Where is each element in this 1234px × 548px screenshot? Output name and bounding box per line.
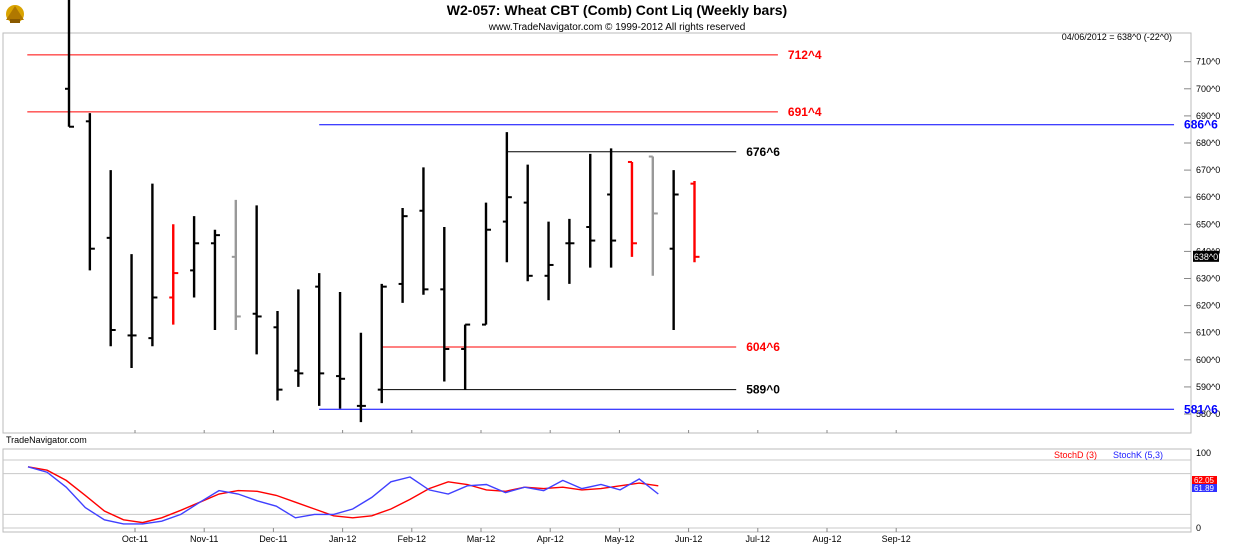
legend-stochd: StochD (3) (1054, 450, 1097, 460)
stochd-readout: 62.05 (1194, 476, 1215, 485)
stoch-lines (27, 466, 659, 525)
chart-title: W2-057: Wheat CBT (Comb) Cont Liq (Weekl… (447, 2, 787, 18)
ohlc-bar (440, 227, 450, 382)
y-tick-label: 580^0 (1196, 409, 1220, 419)
ohlc-bar (190, 216, 200, 298)
x-tick-label: May-12 (604, 534, 634, 544)
ohlc-bar (419, 167, 429, 295)
ohlc-bar (377, 283, 387, 404)
x-tick-label: Oct-11 (122, 534, 148, 544)
y-tick-label: 620^0 (1196, 301, 1220, 311)
chart-copyright: www.TradeNavigator.com © 1999-2012 All r… (488, 22, 746, 33)
level-label: 604^6 (746, 340, 780, 354)
x-tick-label: Apr-12 (537, 534, 564, 544)
x-tick-label: Nov-11 (190, 534, 218, 544)
price-y-axis: 580^0590^0600^0610^0620^0630^0640^0650^0… (1196, 57, 1220, 419)
stoch-tick-0: 0 (1196, 523, 1201, 533)
y-tick-label: 610^0 (1196, 328, 1220, 338)
stoch-y-axis: 100 0 (1196, 448, 1211, 533)
ohlc-bar (586, 153, 596, 268)
y-tick-label: 630^0 (1196, 274, 1220, 284)
stoch-series-line (27, 466, 659, 524)
ohlc-bar (523, 164, 533, 282)
ohlc-bar (356, 332, 366, 423)
ohlc-bar (210, 229, 220, 331)
ohlc-bar (148, 183, 158, 347)
watermark: TradeNavigator.com (6, 435, 87, 445)
y-tick-label: 680^0 (1196, 138, 1220, 148)
price-grid (1184, 61, 1191, 415)
x-tick-label: Aug-12 (812, 534, 841, 544)
ohlc-bar (482, 202, 491, 326)
ohlc-bar (398, 208, 408, 303)
x-tick-label: Sep-12 (882, 534, 911, 544)
ohlc-bar (461, 323, 471, 390)
ohlc-bar (65, 0, 74, 128)
ohlc-bar (273, 311, 283, 401)
ohlc-bar (627, 160, 637, 257)
ohlc-bar (106, 170, 116, 347)
ohlc-bar (231, 199, 241, 331)
y-tick-label: 700^0 (1196, 84, 1220, 94)
y-tick-label: 650^0 (1196, 219, 1220, 229)
level-label: 712^4 (788, 48, 822, 62)
x-tick-label: Feb-12 (398, 534, 427, 544)
stoch-legend: StochD (3) StochK (5,3) (1054, 450, 1163, 460)
stoch-panel (2, 448, 1192, 533)
x-tick-label: Dec-11 (259, 534, 287, 544)
ohlc-bar (669, 170, 679, 331)
bars-layer (65, 0, 700, 423)
stoch-series-line (27, 466, 659, 525)
ohlc-bar (690, 180, 700, 263)
legend-stochk: StochK (5,3) (1113, 450, 1163, 460)
ohlc-bar (565, 218, 575, 284)
ohlc-bar (544, 221, 554, 301)
levels-layer: 712^4 691^4 686^6 676^6 604^6 589^0 581^6 (27, 48, 1218, 416)
x-tick-label: Jul-12 (746, 534, 771, 544)
y-tick-label: 590^0 (1196, 382, 1220, 392)
stochk-readout: 61.89 (1194, 484, 1215, 493)
y-tick-label: 600^0 (1196, 355, 1220, 365)
y-tick-label: 710^0 (1196, 57, 1220, 67)
ohlc-bar (315, 273, 325, 406)
ohlc-bar (294, 289, 304, 387)
y-tick-label: 660^0 (1196, 192, 1220, 202)
stoch-tick-100: 100 (1196, 448, 1211, 458)
ohlc-bar (502, 132, 512, 263)
level-label: 686^6 (1184, 118, 1218, 132)
level-label: 581^6 (1184, 402, 1218, 416)
level-label: 589^0 (746, 383, 780, 397)
ohlc-bar (607, 148, 617, 268)
y-tick-label: 690^0 (1196, 111, 1220, 121)
x-axis: Oct-11 Nov-11 Dec-11 Jan-12 Feb-12 Mar-12 Apr-… (122, 430, 911, 544)
level-label: 676^6 (746, 145, 780, 159)
level-label: 691^4 (788, 105, 822, 119)
price-panel (2, 32, 1192, 434)
last-quote: 04/06/2012 = 638^0 (-22^0) (1062, 32, 1172, 42)
ohlc-bar (648, 155, 658, 276)
ohlc-bar (127, 254, 137, 368)
ohlc-bar (169, 224, 179, 325)
logo-icon (6, 5, 24, 23)
x-tick-label: Mar-12 (467, 534, 496, 544)
stoch-grid (3, 459, 1191, 529)
current-price-tag: 638^0 (1193, 250, 1219, 262)
ohlc-bar (252, 205, 262, 355)
y-tick-label: 670^0 (1196, 165, 1220, 175)
ohlc-bar (85, 113, 95, 271)
x-tick-label: Jan-12 (329, 534, 357, 544)
ohlc-bar (336, 292, 346, 409)
x-tick-label: Jun-12 (675, 534, 703, 544)
stoch-readouts: 62.05 61.89 (1192, 476, 1217, 493)
stochd-readout-bg (1192, 476, 1217, 484)
stochk-readout-bg (1192, 484, 1217, 492)
current-price-label: 638^0 (1194, 252, 1218, 262)
